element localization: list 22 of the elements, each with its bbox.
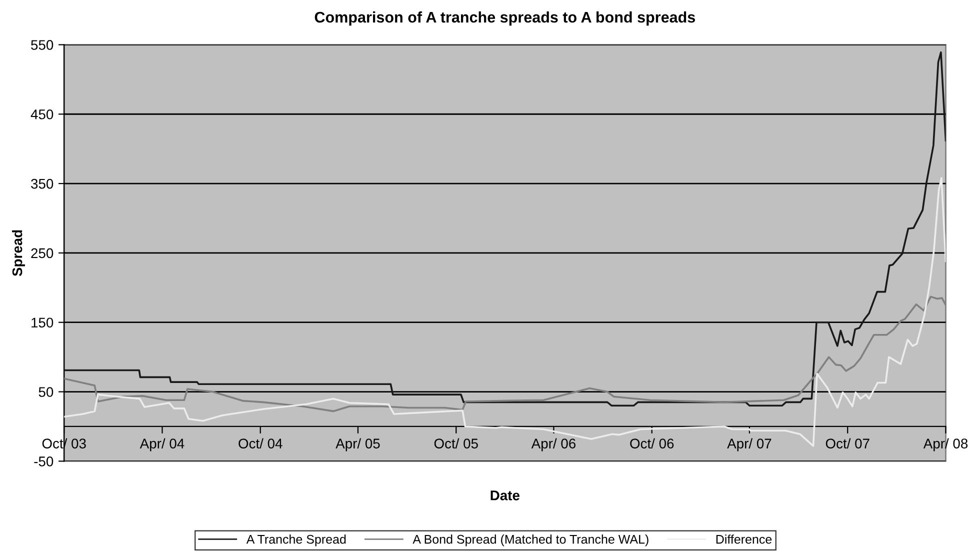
y-axis-title: Spread (12, 230, 25, 276)
x-tick-label: Apr/ 06 (531, 438, 576, 452)
x-tick-label: Apr/ 05 (336, 438, 380, 452)
y-tick-label: 350 (31, 178, 54, 189)
x-tick-label: Oct/ 06 (630, 438, 674, 448)
legend-label: A Bond Spread (Matched to Tranche WAL) (412, 534, 648, 546)
x-tick-label: Oct/ 04 (238, 438, 282, 448)
legend-label: Difference (716, 534, 772, 544)
x-tick-label: Apr/ 04 (140, 438, 184, 452)
x-tick-label: Apr/ 08 (923, 438, 968, 452)
x-tick-label: Apr/ 07 (727, 438, 772, 452)
legend-label: A Tranche Spread (246, 534, 346, 546)
chart-title: Comparison of A tranche spreads to A bond spreads (314, 11, 696, 26)
y-tick-label: 250 (31, 248, 54, 258)
x-tick-label: Oct/ 07 (826, 438, 870, 448)
y-tick-label: 450 (30, 109, 54, 120)
x-axis-title: Date (490, 490, 520, 500)
y-tick-label: 550 (31, 40, 54, 50)
y-tick-label: 150 (32, 318, 54, 328)
y-tick-label: 50 (38, 387, 54, 397)
y-tick-label: -50 (34, 456, 54, 466)
x-tick-label: Oct/ 05 (434, 438, 478, 448)
